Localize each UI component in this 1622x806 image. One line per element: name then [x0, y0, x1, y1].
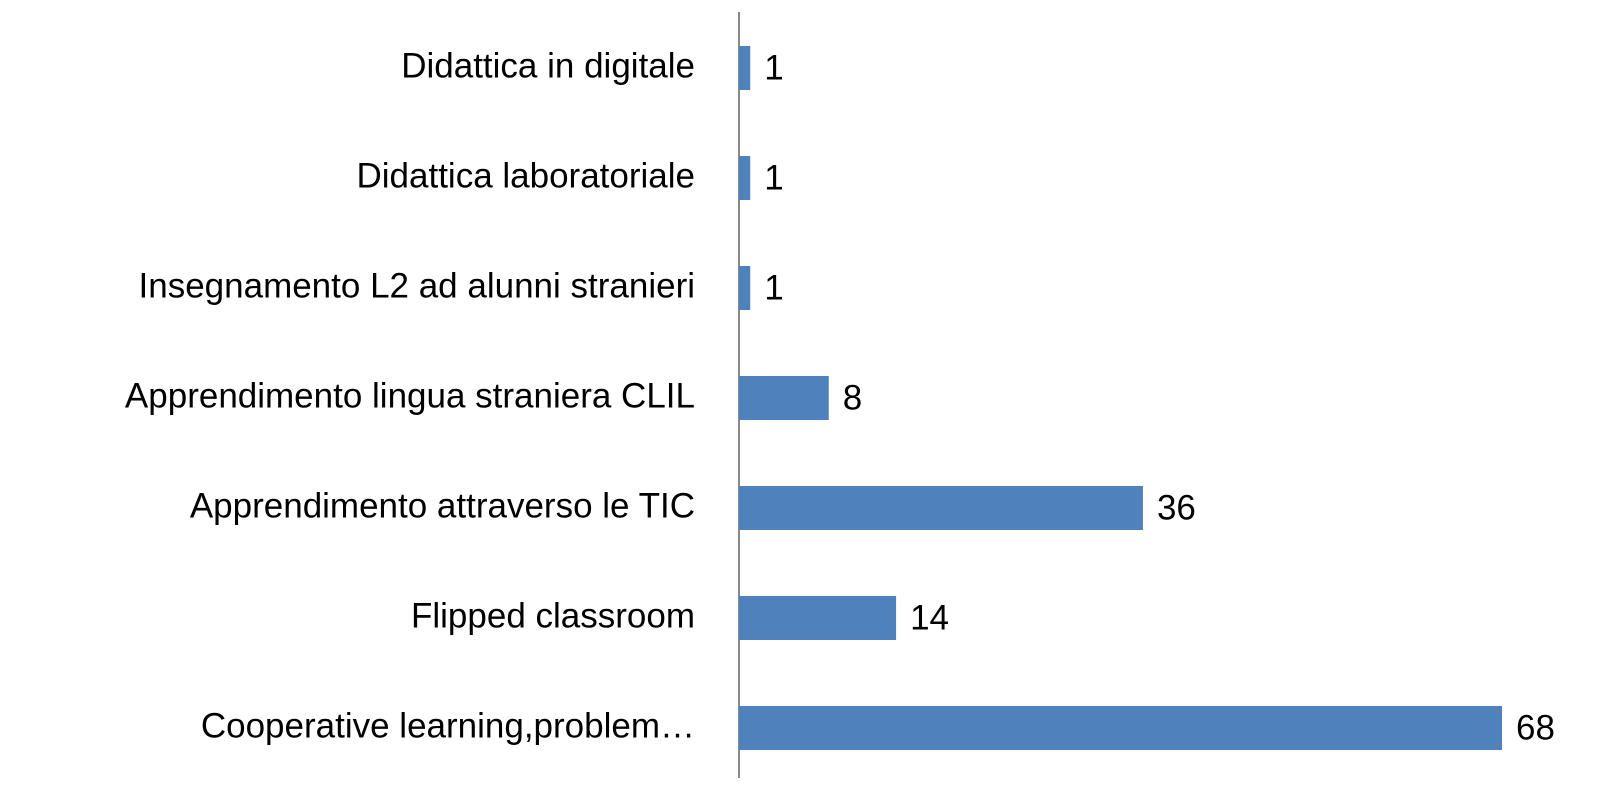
bar: [739, 486, 1143, 530]
y-tick-label: Insegnamento L2 ad alunni stranieri: [139, 266, 695, 305]
y-tick-label: Apprendimento lingua straniera CLIL: [125, 376, 695, 415]
bar: [739, 706, 1502, 750]
bar: [739, 46, 751, 90]
data-label: 8: [843, 378, 862, 417]
data-label: 1: [764, 158, 783, 197]
data-label: 1: [764, 48, 783, 87]
y-tick-label: Cooperative learning,problem…: [201, 706, 695, 745]
bar: [739, 376, 829, 420]
y-tick-label: Flipped classroom: [411, 596, 695, 635]
bar: [739, 156, 751, 200]
data-label: 1: [764, 268, 783, 307]
data-label: 14: [910, 598, 949, 637]
y-tick-label: Didattica in digitale: [401, 46, 695, 85]
bar: [739, 266, 751, 310]
bar: [739, 596, 897, 640]
data-label: 36: [1157, 488, 1196, 527]
y-tick-label: Didattica laboratoriale: [356, 156, 695, 195]
data-label: 68: [1516, 708, 1555, 747]
y-tick-label: Apprendimento attraverso le TIC: [190, 486, 695, 525]
